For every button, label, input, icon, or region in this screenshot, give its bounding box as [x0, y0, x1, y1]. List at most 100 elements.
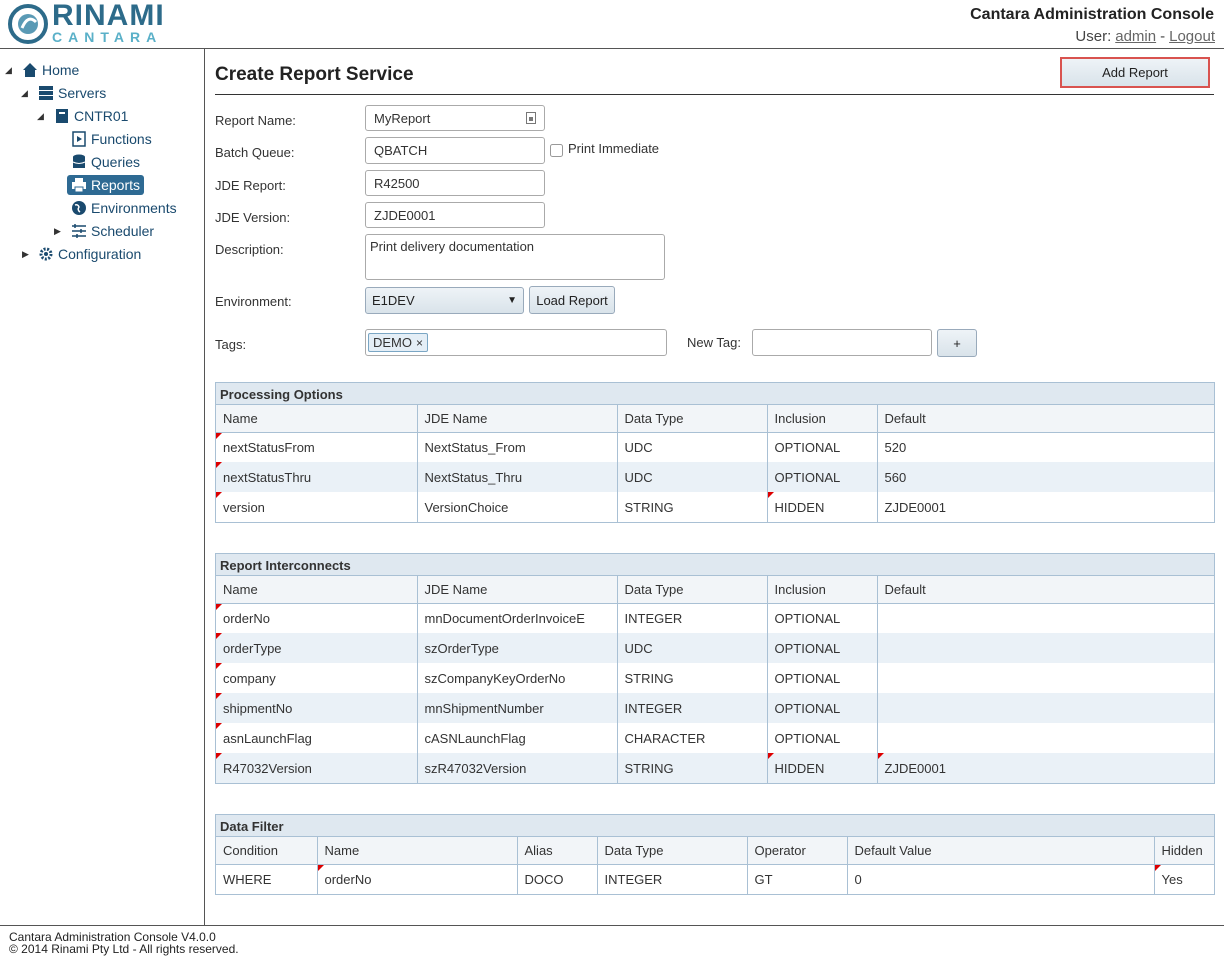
column-header[interactable]: Operator	[747, 837, 848, 865]
table-cell: INTEGER	[617, 693, 768, 723]
nav-label[interactable]: Reports	[91, 177, 141, 193]
nav-label[interactable]: Configuration	[58, 246, 142, 262]
input-value: MyReport	[374, 110, 431, 126]
nav-scheduler[interactable]: Scheduler	[71, 221, 154, 241]
report-name-input[interactable]: MyReport	[365, 105, 545, 131]
nav-label[interactable]: Environments	[91, 200, 177, 216]
expander[interactable]: ▶	[54, 226, 61, 236]
nav-label[interactable]: CNTR01	[74, 108, 129, 124]
field-label: JDE Report:	[215, 178, 286, 193]
column-header[interactable]: JDE Name	[417, 576, 618, 604]
column-header[interactable]: Data Type	[617, 576, 768, 604]
column-header[interactable]: Inclusion	[767, 405, 878, 433]
subbrand: CANTARA	[52, 29, 163, 45]
tags-input[interactable]: DEMO ×	[365, 329, 667, 356]
nav-functions[interactable]: Functions	[71, 129, 152, 149]
add-report-button[interactable]: Add Report	[1060, 57, 1210, 88]
table-cell: STRING	[617, 663, 768, 693]
expander[interactable]: ◢	[37, 111, 44, 121]
column-header[interactable]: Name	[216, 405, 418, 433]
field-label: JDE Version:	[215, 210, 291, 225]
logo-text: RINAMI CANTARA	[52, 0, 165, 46]
new-tag-input[interactable]	[752, 329, 932, 356]
expander[interactable]: ◢	[5, 65, 12, 75]
table-cell: 0	[847, 864, 1155, 894]
tag-text: DEMO	[373, 335, 412, 350]
tag-remove[interactable]: ×	[416, 335, 424, 350]
table-cell: Yes	[1154, 864, 1214, 894]
column-header[interactable]: Data Type	[617, 405, 768, 433]
nav-label[interactable]: Queries	[91, 154, 141, 170]
table-cell: nextStatusFrom	[216, 432, 418, 462]
print-immediate-checkbox[interactable]	[550, 144, 563, 157]
column-header[interactable]: Default Value	[847, 837, 1155, 865]
column-header[interactable]: JDE Name	[417, 405, 618, 433]
table-cell: GT	[747, 864, 848, 894]
field-label: Tags:	[215, 337, 247, 352]
table-cell: OPTIONAL	[767, 462, 878, 492]
input-value: QBATCH	[374, 143, 428, 158]
table-row: nextStatusThru NextStatus_Thru UDC OPTIONAL…	[216, 462, 1214, 492]
field-label: Environment:	[215, 294, 292, 309]
nav-reports[interactable]: Reports	[67, 175, 145, 195]
add-tag-button[interactable]: +	[937, 329, 977, 357]
changed-flag	[216, 753, 222, 759]
nav-server[interactable]: CNTR01	[54, 106, 128, 126]
expander[interactable]: ◢	[21, 88, 28, 98]
sidebar: ◢ Home ◢ Servers ◢ CNTR01 Functions Quer…	[0, 49, 205, 925]
table-cell: company	[216, 663, 418, 693]
header-row: Condition Name Alias Data Type Operator Defau…	[216, 837, 1214, 865]
nav-label[interactable]: Home	[42, 62, 80, 78]
column-header[interactable]: Default	[877, 405, 1214, 433]
table-cell: VersionChoice	[417, 492, 618, 522]
table-cell: OPTIONAL	[767, 633, 878, 663]
table-cell: ZJDE0001	[877, 753, 1214, 783]
jde-report-input[interactable]: R42500	[365, 170, 545, 196]
load-report-button[interactable]: Load Report	[529, 286, 615, 314]
expander[interactable]: ▶	[22, 249, 29, 259]
nav-label[interactable]: Scheduler	[91, 223, 155, 239]
nav-environments[interactable]: Environments	[71, 198, 177, 218]
data-table: Name JDE Name Data Type Inclusion Default nex…	[216, 405, 1214, 522]
table-cell: shipmentNo	[216, 693, 418, 723]
changed-flag	[216, 462, 222, 468]
table-cell: UDC	[617, 462, 768, 492]
table-row: asnLaunchFlag cASNLaunchFlag CHARACTER OPTI…	[216, 723, 1214, 753]
nav-home[interactable]: Home	[22, 60, 79, 80]
environment-select[interactable]: E1DEV ▼	[365, 287, 524, 314]
jde-version-input[interactable]: ZJDE0001	[365, 202, 545, 228]
table-cell: asnLaunchFlag	[216, 723, 418, 753]
table-cell: HIDDEN	[767, 492, 878, 522]
select-value: E1DEV	[372, 293, 415, 308]
changed-flag	[317, 864, 324, 871]
column-header[interactable]: Data Type	[597, 837, 748, 865]
nav-servers[interactable]: Servers	[38, 83, 106, 103]
table-cell: 520	[884, 439, 907, 455]
nav-label[interactable]: Functions	[91, 131, 152, 147]
field-label: Description:	[215, 242, 284, 257]
logout-link[interactable]: Logout	[1169, 28, 1215, 45]
nav-queries[interactable]: Queries	[71, 152, 140, 172]
table-cell: OPTIONAL	[767, 663, 878, 693]
nav-label[interactable]: Servers	[58, 85, 107, 101]
tag-chip[interactable]: DEMO ×	[368, 333, 429, 352]
user-link[interactable]: admin	[1115, 28, 1157, 45]
batch-queue-input[interactable]: QBATCH	[365, 137, 545, 164]
data-table: Name JDE Name Data Type Inclusion Default ord…	[216, 576, 1214, 783]
table-cell: NextStatus_From	[417, 432, 618, 462]
table-title: Processing Options	[216, 383, 1214, 405]
table-cell: cASNLaunchFlag	[417, 723, 618, 753]
column-header[interactable]: Name	[317, 837, 518, 865]
column-header[interactable]: Inclusion	[767, 576, 878, 604]
brand: RINAMI	[52, 0, 165, 32]
column-header[interactable]: Condition	[216, 837, 318, 865]
table-cell: version	[216, 492, 418, 522]
column-header[interactable]: Default	[877, 576, 1214, 604]
nav-configuration[interactable]: Configuration	[38, 244, 141, 264]
column-header[interactable]: Name	[216, 576, 418, 604]
table-row: R47032Version szR47032Version STRING HIDDEN…	[216, 753, 1214, 783]
column-header[interactable]: Alias	[517, 837, 598, 865]
input-value: ZJDE0001	[374, 207, 436, 223]
column-header[interactable]: Hidden	[1154, 837, 1214, 865]
description-input[interactable]: Print delivery documentation	[365, 234, 665, 280]
